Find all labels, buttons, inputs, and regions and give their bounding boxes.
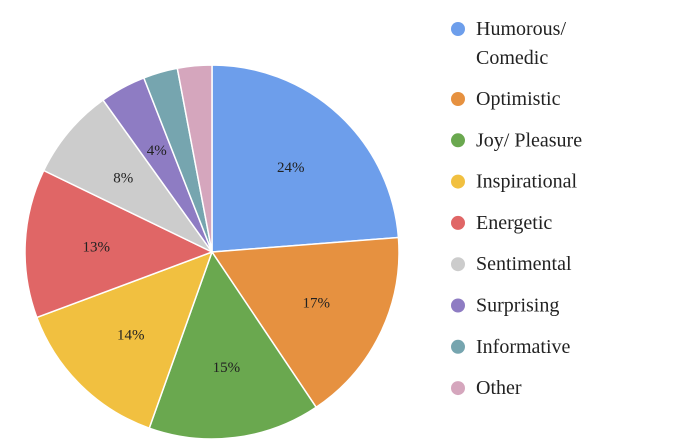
legend-marker <box>451 257 465 272</box>
legend-item: Informative <box>451 336 571 358</box>
legend-marker <box>451 92 465 106</box>
pie-slice-inspirational <box>36 251 213 429</box>
slice-label: 14% <box>117 328 145 344</box>
slice-label: 13% <box>82 240 110 256</box>
slice-label: 15% <box>213 360 241 376</box>
pie-slice-optimistic <box>211 236 400 409</box>
legend-label: Optimistic <box>476 88 561 110</box>
legend-marker <box>451 381 465 396</box>
legend-label: Sentimental <box>476 253 572 275</box>
legend-label: Inspirational <box>476 171 578 193</box>
legend-marker <box>451 174 465 189</box>
legend-marker <box>451 133 465 148</box>
legend-item: Optimistic <box>451 88 561 110</box>
legend-item: Surprising <box>451 295 559 317</box>
legend-item: Humorous/Comedic <box>451 18 566 69</box>
legend-item: Energetic <box>451 212 552 234</box>
legend-marker <box>451 298 465 313</box>
legend-marker <box>451 339 465 354</box>
legend-label: Energetic <box>476 212 552 234</box>
slice-label: 4% <box>147 143 167 159</box>
legend: Humorous/Comedic Optimistic Joy/ Pleasure I… <box>451 18 582 399</box>
pie-slice-other <box>176 64 213 253</box>
legend-item: Sentimental <box>451 253 572 275</box>
pie-slice-joy-pleasure <box>148 251 317 440</box>
legend-item: Joy/ Pleasure <box>451 129 582 151</box>
pie-slices <box>24 64 400 440</box>
legend-label: Surprising <box>476 295 559 317</box>
legend-label: Informative <box>476 336 571 358</box>
pie-slice-humorous-comedic <box>211 64 400 253</box>
legend-marker <box>451 215 465 230</box>
legend-item: Inspirational <box>451 171 578 193</box>
slice-label: 8% <box>113 170 133 186</box>
pie-slice-labels: 24% 17% 15% 14% 13% 8% 4% <box>82 143 330 376</box>
slice-label: 24% <box>277 160 305 176</box>
legend-label: Other <box>476 377 522 399</box>
legend-label: Humorous/Comedic <box>476 18 566 69</box>
pie-slice-energetic <box>24 169 213 319</box>
pie-slice-sentimental <box>42 99 213 253</box>
legend-label: Joy/ Pleasure <box>476 129 582 151</box>
slice-label: 17% <box>303 296 331 312</box>
legend-item: Other <box>451 377 522 399</box>
legend-marker <box>451 22 465 36</box>
